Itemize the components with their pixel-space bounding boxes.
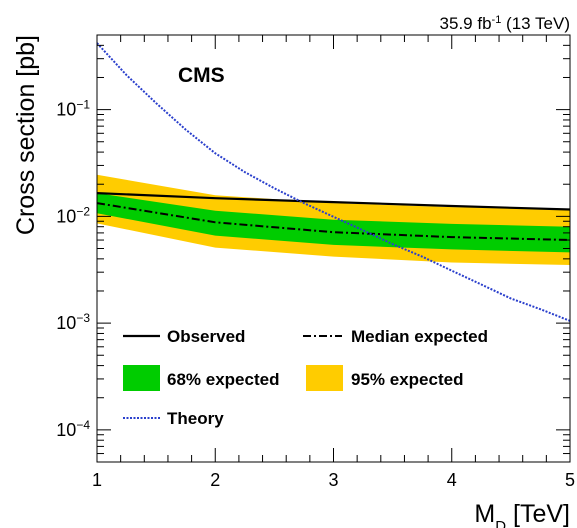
theory-line — [97, 42, 570, 322]
legend: Observed Median expected 68% expected 95… — [123, 327, 488, 428]
plot-frame — [96, 34, 571, 463]
y-tick-label: 10−2 — [56, 204, 90, 226]
legend-68-swatch — [123, 365, 160, 391]
x-tick-label: 5 — [565, 470, 575, 490]
legend-95-label: 95% expected — [351, 370, 463, 389]
x-tick-label: 3 — [328, 470, 338, 490]
legend-observed-label: Observed — [167, 327, 245, 346]
x-axis-label: MD [TeV] — [474, 500, 570, 528]
median-expected-line — [97, 202, 570, 241]
legend-median-label: Median expected — [351, 327, 488, 346]
y-tick-label: 10−4 — [56, 418, 90, 440]
y-axis-label: Cross section [pb] — [12, 35, 40, 235]
x-tick-label: 1 — [92, 470, 102, 490]
x-tick-label: 2 — [210, 470, 220, 490]
y-tick-label: 10−3 — [56, 311, 90, 333]
legend-theory-label: Theory — [167, 409, 224, 428]
axis-ticks: 1 2 3 4 5 10−1 10−2 10−3 10−4 — [56, 34, 575, 490]
legend-95-swatch — [306, 365, 343, 391]
lumi-label: 35.9 fb-1 (13 TeV) — [440, 14, 570, 33]
y-tick-label: 10−1 — [56, 98, 90, 120]
experiment-label: CMS — [178, 64, 225, 87]
observed-line — [97, 192, 570, 211]
legend-68-label: 68% expected — [167, 370, 279, 389]
x-tick-label: 4 — [447, 470, 457, 490]
